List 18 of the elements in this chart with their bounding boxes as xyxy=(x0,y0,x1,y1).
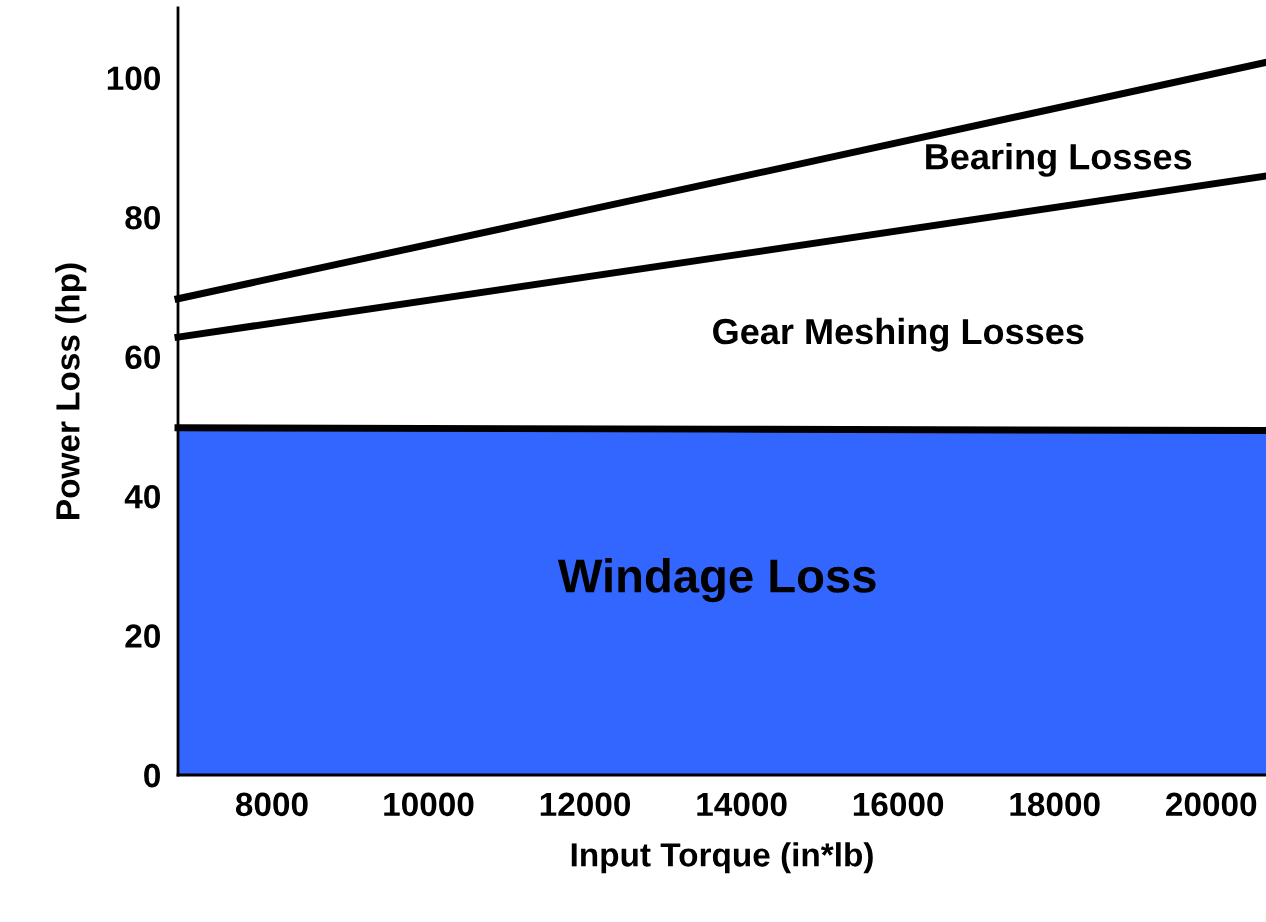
x-tick-label: 8000 xyxy=(235,792,308,817)
x-tick-label: 14000 xyxy=(697,792,787,817)
x-tick-label: 10000 xyxy=(384,792,474,817)
x-axis-title: Input Torque (in*lb) xyxy=(571,842,873,874)
y-tick-label: 80 xyxy=(125,205,160,230)
y-tick-label: 0 xyxy=(144,763,160,788)
x-tick-label: 20000 xyxy=(1166,792,1257,817)
x-tick-label: 12000 xyxy=(540,792,631,817)
x-tick-label: 18000 xyxy=(1010,792,1100,817)
annotation: Bearing Losses xyxy=(926,142,1192,177)
y-tick-label: 60 xyxy=(125,345,160,370)
y-tick-label: 40 xyxy=(124,484,160,509)
x-tick-label: 16000 xyxy=(853,792,944,817)
y-tick-label: 20 xyxy=(125,624,160,648)
y-axis-title: Power Loss (hp) xyxy=(55,263,87,519)
y-tick-label: 100 xyxy=(107,66,160,91)
annotation: Windage Loss xyxy=(557,558,876,603)
annotation: Gear Meshing Losses xyxy=(713,317,1084,352)
